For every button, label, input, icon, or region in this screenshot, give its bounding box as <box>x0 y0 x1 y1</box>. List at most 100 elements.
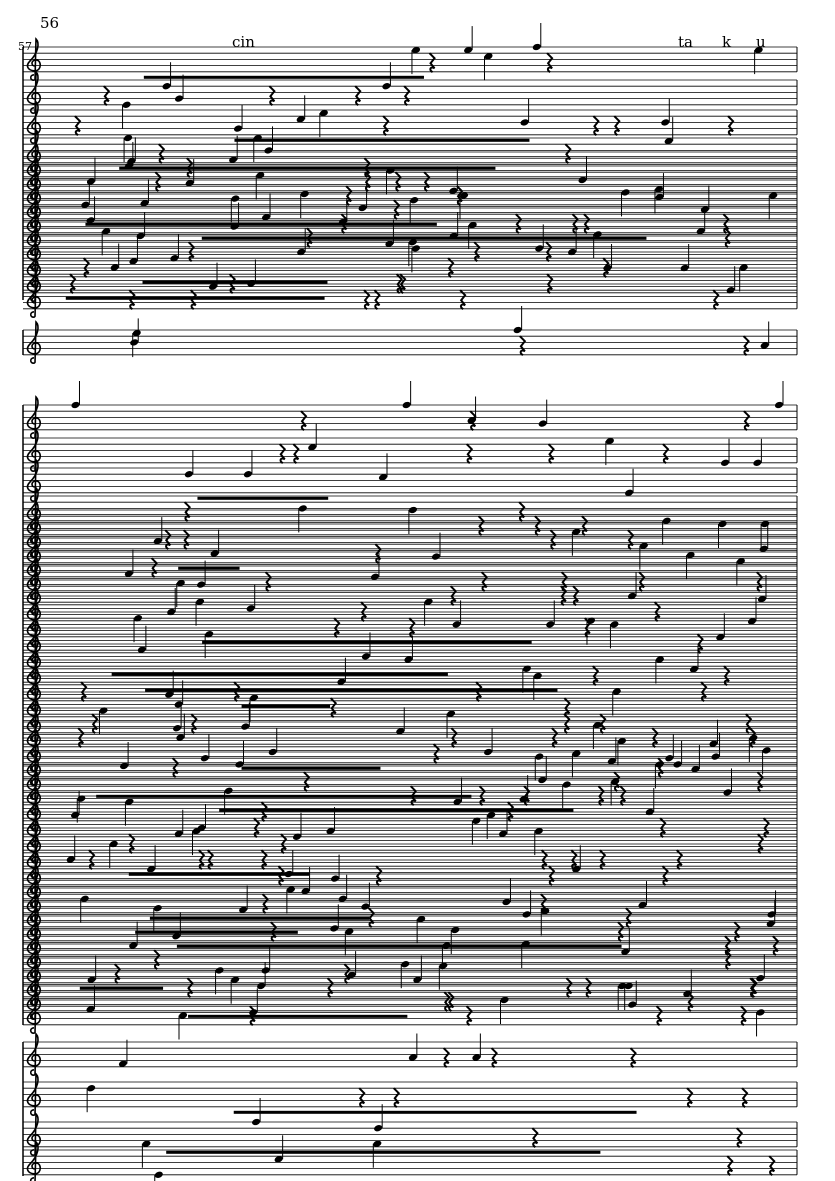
quarter-rest-icon <box>745 713 753 734</box>
note-head <box>723 789 732 796</box>
note-head <box>184 471 193 478</box>
note-head <box>246 605 255 612</box>
note-head <box>110 264 119 271</box>
quarter-rest-icon <box>772 935 780 956</box>
note-head <box>502 898 511 906</box>
quarter-rest-icon <box>741 1087 749 1108</box>
quarter-rest-icon <box>393 1087 401 1108</box>
quarter-rest-icon <box>724 227 732 248</box>
beam <box>178 566 240 570</box>
note-head <box>124 570 133 577</box>
note-head <box>396 728 405 735</box>
note-head <box>766 920 775 927</box>
note-head <box>621 189 630 196</box>
quarter-rest-icon <box>531 1127 539 1148</box>
quarter-rest-icon <box>280 833 288 854</box>
quarter-rest-icon <box>228 273 237 294</box>
note-head <box>109 840 118 848</box>
note-head <box>459 192 469 199</box>
quarter-rest-icon <box>466 443 474 464</box>
quarter-rest-icon <box>657 757 665 778</box>
note-head <box>446 710 456 717</box>
quarter-rest-icon <box>198 849 206 870</box>
quarter-rest-icon <box>277 865 285 886</box>
quarter-rest-icon <box>114 963 122 984</box>
quarter-rest-icon <box>150 557 158 578</box>
treble-clef-icon <box>26 428 42 472</box>
beam <box>166 1150 601 1154</box>
note-head <box>205 631 214 638</box>
note-head <box>498 830 508 837</box>
beam <box>234 138 530 142</box>
quarter-rest-icon <box>91 713 99 734</box>
note-head <box>484 748 493 756</box>
note-head <box>347 971 356 979</box>
quarter-rest-icon <box>627 529 635 550</box>
note-head <box>520 119 529 126</box>
quarter-rest-icon <box>292 443 300 464</box>
note-head <box>124 162 133 170</box>
note-head <box>176 734 185 741</box>
note-head <box>200 755 209 762</box>
quarter-rest-icon <box>768 1155 776 1176</box>
quarter-rest-icon <box>662 443 670 464</box>
note-head <box>243 471 253 478</box>
note-head <box>662 517 671 524</box>
note-head <box>541 908 550 915</box>
quarter-rest-icon <box>546 273 554 294</box>
note-head <box>680 264 689 272</box>
note-head <box>261 967 270 974</box>
quarter-rest-icon <box>253 817 261 838</box>
quarter-rest-icon <box>233 681 241 702</box>
quarter-rest-icon <box>727 115 735 136</box>
quarter-rest-icon <box>158 143 166 164</box>
note-head <box>257 982 266 990</box>
note-head <box>71 401 80 409</box>
quarter-rest-icon <box>449 585 458 606</box>
note-head <box>617 737 626 745</box>
quarter-rest-icon <box>565 977 573 998</box>
note-head <box>129 942 138 949</box>
note-head <box>753 459 762 466</box>
note-head <box>413 976 422 983</box>
beam <box>111 672 448 676</box>
note-head <box>286 886 295 893</box>
quarter-rest-icon <box>303 771 311 792</box>
note-head <box>402 401 411 409</box>
quarter-rest-icon <box>592 115 600 136</box>
note-head <box>230 223 239 230</box>
quarter-rest-icon <box>382 115 390 136</box>
quarter-rest-icon <box>183 501 191 522</box>
quarter-rest-icon <box>343 963 351 984</box>
note-head <box>382 83 391 90</box>
note-head <box>533 672 542 680</box>
note-head <box>174 701 183 708</box>
quarter-rest-icon <box>249 1005 257 1026</box>
note-head <box>628 1001 637 1008</box>
quarter-rest-icon <box>696 633 704 654</box>
quarter-rest-icon <box>69 273 77 294</box>
note-head <box>468 221 477 229</box>
quarter-rest-icon <box>374 543 382 564</box>
note-head <box>229 156 238 163</box>
note-head <box>129 258 138 265</box>
note-head <box>408 1054 417 1061</box>
quarter-rest-icon <box>367 907 376 928</box>
note-head <box>338 895 347 902</box>
note-head <box>170 255 179 262</box>
note-head <box>208 283 218 290</box>
note-head <box>532 43 541 51</box>
note-head <box>756 1009 765 1016</box>
note-head <box>197 581 206 588</box>
quarter-rest-icon <box>187 241 196 262</box>
quarter-rest-icon <box>260 849 268 870</box>
note-head <box>736 558 745 565</box>
note-head <box>747 618 757 625</box>
quarter-rest-icon <box>399 273 407 294</box>
note-head <box>81 201 90 208</box>
note-head <box>261 214 271 221</box>
note-head <box>665 755 674 762</box>
quarter-rest-icon <box>599 713 607 734</box>
note-head <box>726 287 735 294</box>
quarter-rest-icon <box>358 1087 366 1108</box>
